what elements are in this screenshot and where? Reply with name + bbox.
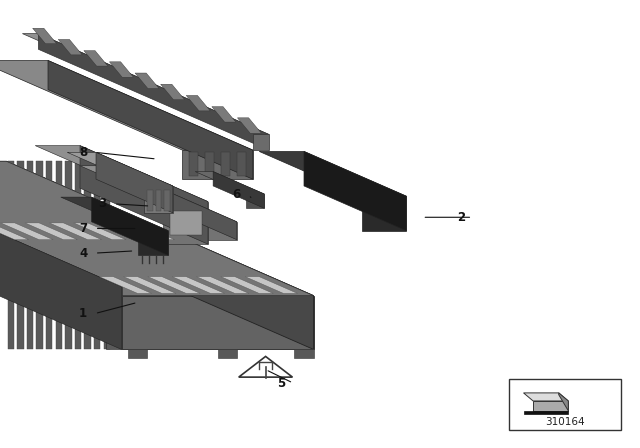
Polygon shape [46, 161, 52, 349]
Polygon shape [27, 161, 33, 349]
Polygon shape [362, 196, 406, 231]
Polygon shape [35, 146, 208, 202]
Polygon shape [156, 190, 161, 211]
Polygon shape [163, 202, 208, 244]
Polygon shape [8, 161, 14, 349]
Text: 5: 5 [278, 376, 285, 390]
Polygon shape [17, 161, 24, 349]
Polygon shape [218, 349, 237, 358]
Polygon shape [0, 161, 314, 296]
Polygon shape [75, 161, 81, 349]
Text: 2: 2 [457, 211, 465, 224]
Polygon shape [65, 161, 72, 349]
Polygon shape [49, 223, 102, 240]
Polygon shape [172, 276, 225, 293]
Text: 7: 7 [79, 222, 87, 235]
Text: 310164: 310164 [545, 417, 584, 427]
Polygon shape [304, 151, 406, 231]
Polygon shape [294, 349, 314, 358]
Polygon shape [186, 95, 210, 111]
Polygon shape [109, 62, 133, 77]
Polygon shape [74, 223, 126, 240]
Polygon shape [92, 197, 168, 255]
Polygon shape [84, 161, 91, 349]
Polygon shape [6, 161, 314, 349]
Polygon shape [164, 190, 170, 211]
Polygon shape [104, 161, 110, 349]
Polygon shape [80, 166, 237, 222]
Polygon shape [208, 222, 237, 240]
Text: 3: 3 [99, 197, 106, 211]
Polygon shape [213, 172, 264, 208]
Polygon shape [245, 276, 298, 293]
Polygon shape [38, 34, 269, 150]
Polygon shape [0, 152, 122, 349]
Polygon shape [239, 357, 292, 377]
Polygon shape [106, 287, 122, 349]
Polygon shape [96, 152, 173, 213]
Polygon shape [135, 73, 159, 89]
Polygon shape [221, 152, 230, 176]
Polygon shape [161, 84, 184, 99]
Polygon shape [170, 211, 202, 235]
Polygon shape [212, 107, 236, 122]
Polygon shape [524, 411, 568, 414]
FancyBboxPatch shape [509, 379, 621, 430]
Polygon shape [25, 223, 77, 240]
Polygon shape [246, 194, 264, 208]
Polygon shape [0, 223, 29, 240]
Polygon shape [122, 296, 314, 349]
Polygon shape [148, 276, 200, 293]
Text: 8: 8 [79, 146, 87, 159]
Polygon shape [98, 223, 150, 240]
Polygon shape [182, 150, 253, 179]
Polygon shape [253, 134, 269, 150]
Polygon shape [61, 197, 168, 231]
Polygon shape [58, 39, 82, 55]
Polygon shape [533, 401, 568, 411]
Polygon shape [84, 51, 108, 66]
Polygon shape [33, 28, 56, 43]
Polygon shape [524, 393, 568, 401]
Polygon shape [67, 152, 173, 186]
Polygon shape [0, 60, 253, 150]
Text: 1: 1 [79, 307, 87, 320]
Polygon shape [0, 161, 314, 296]
Polygon shape [147, 190, 153, 211]
Polygon shape [189, 152, 198, 176]
Polygon shape [205, 152, 214, 176]
Polygon shape [221, 276, 273, 293]
Polygon shape [144, 186, 173, 213]
Polygon shape [56, 161, 62, 349]
Polygon shape [128, 349, 147, 358]
Polygon shape [1, 223, 53, 240]
Polygon shape [94, 161, 100, 349]
Polygon shape [36, 161, 43, 349]
Polygon shape [99, 276, 152, 293]
Text: 4: 4 [79, 246, 87, 260]
Polygon shape [237, 152, 246, 176]
Polygon shape [237, 118, 262, 134]
Polygon shape [80, 146, 208, 244]
Polygon shape [22, 34, 269, 134]
Polygon shape [48, 60, 253, 179]
Polygon shape [196, 276, 249, 293]
Polygon shape [138, 231, 168, 255]
Polygon shape [195, 172, 264, 194]
Text: 6: 6 [233, 188, 241, 202]
Polygon shape [559, 393, 568, 411]
Polygon shape [259, 151, 406, 196]
Polygon shape [0, 152, 122, 287]
Polygon shape [122, 223, 175, 240]
Polygon shape [124, 276, 176, 293]
Polygon shape [109, 166, 237, 240]
